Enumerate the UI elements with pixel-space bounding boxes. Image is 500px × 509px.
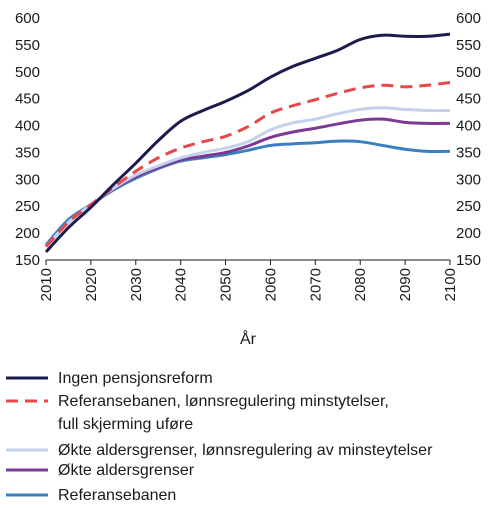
y-tick-label-left: 300 [15,171,40,188]
x-axis-label: År [240,329,257,348]
y-tick-label-right: 150 [456,252,481,269]
x-tick-label: 2090 [397,268,414,301]
legend-label-4: Økte aldersgrenser [58,462,195,479]
series-lines [44,32,451,253]
x-tick-label: 2100 [442,268,459,301]
y-tick-label-right: 350 [456,144,481,161]
y-tick-label-left: 400 [15,118,40,135]
legend-label-5: Referansebanen [58,487,176,504]
x-tick-label: 2060 [262,268,279,301]
y-tick-label-left: 200 [15,225,40,242]
legend-label-1: Ingen pensjonsreform [58,370,213,387]
y-tick-label-right: 400 [456,118,481,135]
y-tick-label-right: 450 [456,91,481,108]
x-tick-label: 2050 [218,268,235,301]
legend-label-3: Økte aldersgrenser, lønnsregulering av m… [58,442,433,459]
series-line-2 [44,81,451,248]
y-tick-label-right: 550 [456,37,481,54]
legend: Ingen pensjonsreform Referansebanen, lønn… [6,370,433,504]
y-tick-label-left: 550 [15,37,40,54]
x-tick-label: 2030 [128,268,145,301]
legend-label-2: Referansebanen, lønnsregulering minstyte… [58,393,389,433]
x-tick-label: 2080 [352,268,369,301]
x-tick-label: 2020 [83,268,100,301]
y-tick-label-right: 200 [456,225,481,242]
x-tick-label: 2070 [307,268,324,301]
series-line-1 [44,32,451,253]
x-tick-label: 2040 [173,268,190,301]
y-tick-label-left: 350 [15,144,40,161]
y-tick-label-left: 250 [15,198,40,215]
series-line-3 [44,106,451,248]
y-tick-label-right: 500 [456,64,481,81]
y-axis-left: 150 200 250 300 350 400 450 500 550 600 [15,10,40,269]
x-tick-label: 2010 [38,268,55,301]
series-line-4 [44,117,451,248]
y-tick-label-left: 150 [15,252,40,269]
y-tick-label-right: 300 [456,171,481,188]
y-tick-label-left: 450 [15,91,40,108]
y-tick-label-left: 500 [15,64,40,81]
y-tick-label-right: 250 [456,198,481,215]
y-tick-label-right: 600 [456,10,481,27]
x-axis: 2010 2020 2030 2040 2050 2060 2070 2080 2090 2100 [38,260,459,301]
y-axis-right: 150 200 250 300 350 400 450 500 550 600 [456,10,481,269]
y-tick-label-left: 600 [15,10,40,27]
